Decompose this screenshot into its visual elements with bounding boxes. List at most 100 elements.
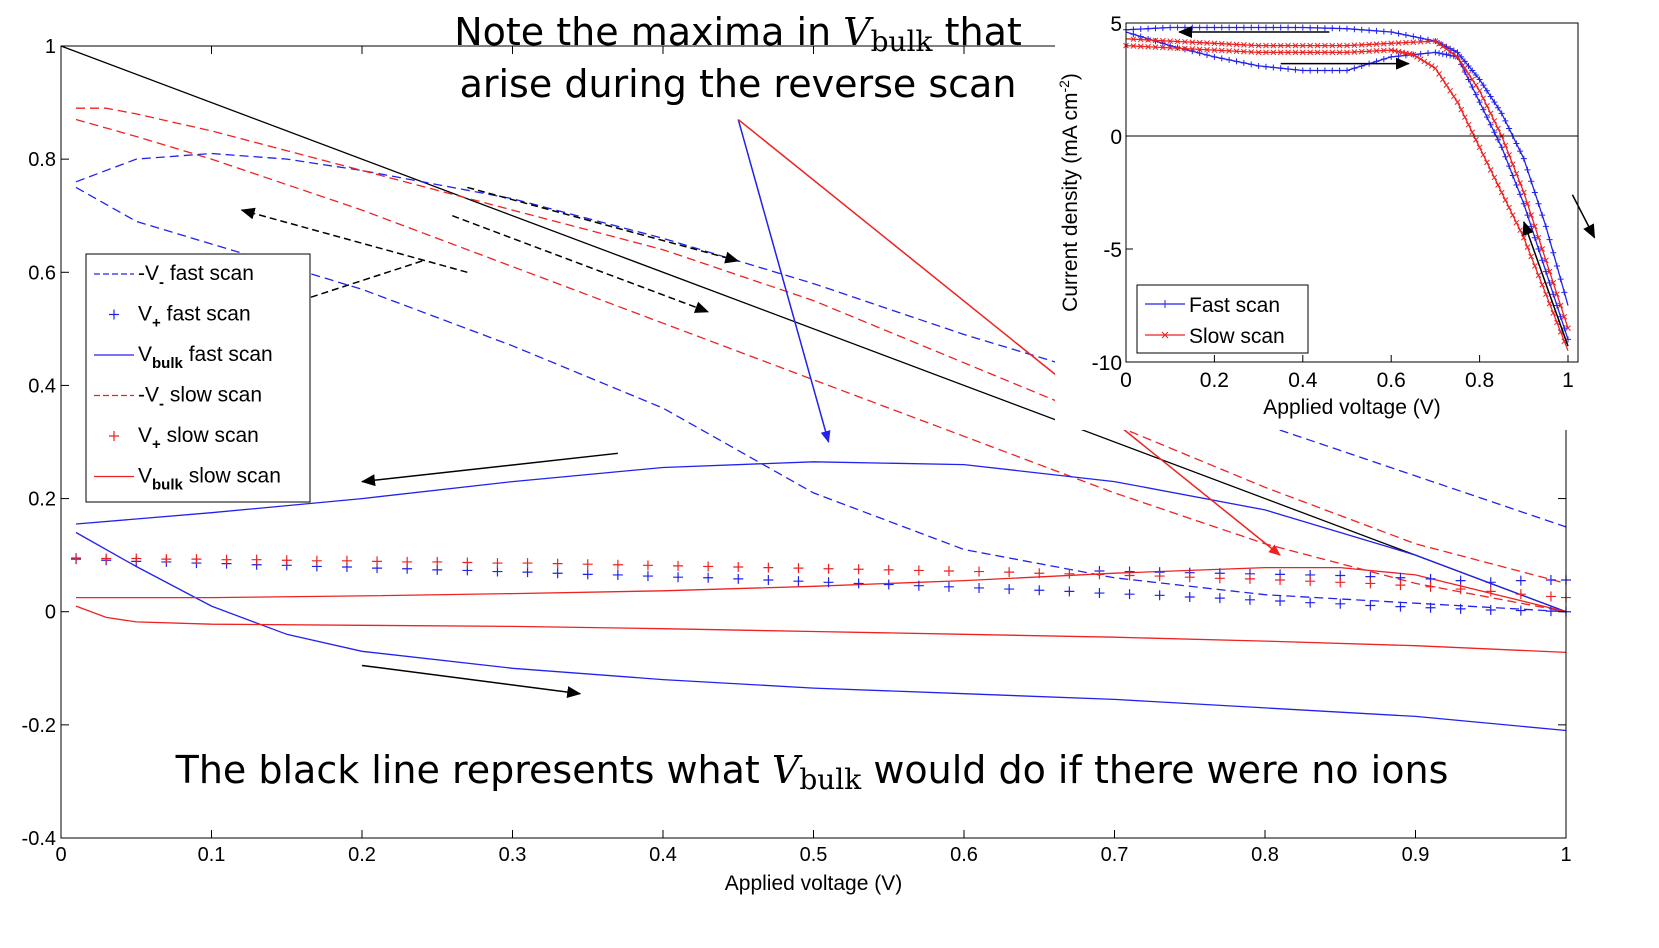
inset-x-marker <box>1473 136 1479 143</box>
inset-x-marker <box>1366 41 1372 48</box>
plus-marker-vplus_fast <box>1335 598 1346 609</box>
legend-label: V+ slow scan <box>138 424 259 453</box>
inset-x-marker <box>1484 103 1490 109</box>
inset-x-marker <box>1233 41 1240 48</box>
inset-plus-marker <box>1513 140 1520 147</box>
plus-marker-vplus_fast <box>522 567 533 578</box>
inset-plus-marker <box>1380 56 1387 63</box>
inset-x-marker <box>1152 37 1159 44</box>
inset-plus-marker <box>1233 58 1240 65</box>
plus-marker-vplus_slow <box>311 555 322 566</box>
inset-plus-marker <box>1358 26 1365 33</box>
inset-plus-marker <box>1366 27 1373 34</box>
inset-plus-marker <box>1196 24 1203 31</box>
inset-x-marker <box>1417 56 1424 63</box>
inset-x-marker <box>1159 44 1166 51</box>
plus-marker-vplus_slow <box>1275 575 1286 586</box>
plus-marker-vplus_fast <box>703 572 714 583</box>
inset-plus-marker <box>1314 24 1321 31</box>
inset-x-marker <box>1458 59 1465 66</box>
inset-plus-marker <box>1498 110 1505 117</box>
inset-x-tick-label: 0 <box>1120 369 1132 392</box>
inset-x-marker <box>1233 48 1240 55</box>
x-tick-label: 0.9 <box>1402 844 1430 866</box>
inset-x-marker <box>1299 49 1306 56</box>
plus-marker-vplus_fast <box>612 569 623 580</box>
inset-x-marker <box>1137 43 1144 50</box>
inset-x-marker <box>1543 291 1549 298</box>
inset-axes-frame <box>1125 22 1579 363</box>
annotation-bottom-line: The black line represents what Vbulk wou… <box>175 748 1449 796</box>
inset-plus-marker <box>1480 82 1487 89</box>
legend-label-rest: slow scan <box>183 465 281 488</box>
inset-x-marker <box>1432 38 1439 44</box>
plus-marker-vplus_slow <box>221 554 232 565</box>
inset-plus-marker <box>1542 223 1549 230</box>
plus-marker-vplus_slow <box>642 560 653 571</box>
inset-x-marker <box>1410 51 1417 58</box>
inset-plus-marker <box>1443 51 1450 58</box>
x-tick-label: 0.2 <box>348 844 376 866</box>
inset-x-marker <box>1336 42 1343 49</box>
x-tick-label: 0.1 <box>198 844 226 866</box>
inset-x-marker <box>1524 200 1531 207</box>
inset-plus-marker <box>1506 125 1513 132</box>
legend-label-sub: + <box>152 436 161 453</box>
inset-plus-marker <box>1561 289 1568 296</box>
inset-plus-marker <box>1483 114 1490 121</box>
plus-marker-vplus_fast <box>1395 601 1406 612</box>
legend-label-rest: fast scan <box>164 262 254 285</box>
inset-plus-marker <box>1351 65 1358 72</box>
plus-marker-vplus_slow <box>191 554 202 565</box>
inset-x-marker <box>1439 76 1446 83</box>
legend-label-rest: slow scan <box>164 384 262 407</box>
inset-plus-marker <box>1432 49 1439 56</box>
inset-x-marker <box>1380 40 1387 47</box>
inset-x-marker <box>1491 118 1498 124</box>
inset-plus-marker <box>1373 27 1380 34</box>
main-y-ticks: -0.4-0.200.20.40.60.81 <box>22 36 1566 850</box>
inset-x-marker <box>1428 63 1435 69</box>
inset-x-marker <box>1285 49 1291 56</box>
inset-plus-marker <box>1240 24 1247 31</box>
legend-box <box>85 253 311 503</box>
inset-x-marker <box>1462 65 1468 72</box>
inset-x-marker <box>1255 49 1262 56</box>
inset-x-marker <box>1358 48 1365 55</box>
inset-x-marker <box>1546 300 1553 307</box>
series-line-neg_vminus_slow_lower <box>75 118 1567 613</box>
inset-plus-marker <box>1528 178 1535 185</box>
inset-x-marker <box>1491 174 1498 181</box>
inset-plus-marker <box>1159 24 1166 31</box>
inset-x-marker <box>1189 39 1196 46</box>
inset-x-tick-label: 1 <box>1562 369 1574 392</box>
inset-plus-marker <box>1336 25 1343 32</box>
inset-x-marker <box>1218 40 1225 47</box>
plus-marker-vplus_fast <box>1545 606 1556 617</box>
inset-plus-marker <box>1145 35 1152 42</box>
inset-plus-marker <box>1262 24 1269 31</box>
plus-marker-vplus_slow <box>1034 568 1045 579</box>
bottom-annotation: The black line represents what Vbulk wou… <box>175 748 1449 796</box>
inset-x-marker <box>1182 45 1188 52</box>
legend-label: -V- slow scan <box>138 384 262 413</box>
inset-x-tick-label: 0.8 <box>1465 369 1494 392</box>
inset-x-marker <box>1329 49 1336 56</box>
plus-marker-vplus_fast <box>1305 597 1316 608</box>
plus-marker-vplus_fast <box>1184 592 1195 603</box>
direction-arrow <box>361 664 582 699</box>
inset-x-marker <box>1322 42 1328 49</box>
main-plus-markers <box>71 552 1571 617</box>
y-tick-label: -0.4 <box>22 828 56 850</box>
x-tick-label: 0.3 <box>499 844 527 866</box>
inset-x-marker <box>1465 70 1472 77</box>
plus-marker-vplus_fast_reverse <box>1545 575 1556 586</box>
inset-x-marker <box>1495 125 1501 132</box>
plus-marker-vplus_fast <box>763 575 774 586</box>
plus-marker-vplus_slow <box>131 553 142 564</box>
inset-plus-marker <box>1439 50 1446 57</box>
inset-y-tick-label: 5 <box>1110 13 1122 36</box>
plus-marker-vplus_fast <box>582 569 593 580</box>
top-annotation: Note the maxima in Vbulk that arise duri… <box>454 10 1022 106</box>
inset-plus-marker <box>1524 166 1531 173</box>
